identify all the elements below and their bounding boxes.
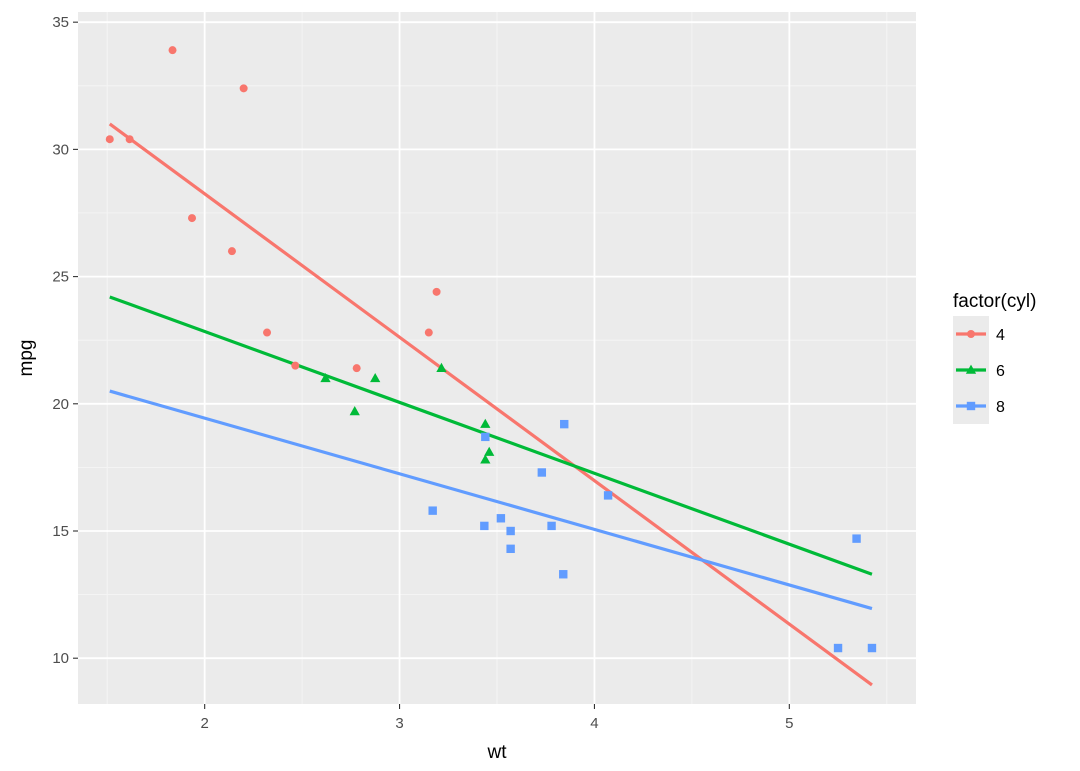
fit-line-cyl-6 [109, 295, 873, 576]
point-cyl-4 [188, 214, 197, 223]
legend-key-marker [967, 330, 975, 338]
legend-keys: 4 6 8 [953, 316, 1005, 424]
y-tick-label: 20 [52, 396, 69, 413]
y-axis-title: mpg [16, 340, 37, 377]
point-cyl-4 [432, 287, 441, 296]
y-tick-label: 10 [52, 650, 69, 667]
point-cyl-8 [481, 432, 490, 442]
legend-label: 4 [996, 327, 1005, 344]
legend-key-marker [966, 401, 976, 411]
y-tick-label: 15 [52, 523, 69, 540]
legend-label: 8 [996, 399, 1005, 416]
point-cyl-4 [352, 364, 361, 373]
y-tick-label: 25 [52, 269, 69, 286]
point-cyl-8 [506, 544, 515, 554]
point-cyl-8 [480, 521, 489, 531]
point-cyl-4 [227, 247, 236, 256]
point-cyl-4 [125, 135, 134, 144]
point-cyl-8 [867, 643, 877, 653]
point-cyl-4 [263, 328, 272, 337]
legend-label: 6 [996, 363, 1005, 380]
minor-gridlines [78, 12, 916, 704]
point-cyl-4 [168, 46, 177, 55]
point-cyl-8 [547, 521, 556, 531]
y-axis-ticks: 10 15 20 25 30 35 [52, 14, 78, 667]
x-axis-ticks: 2 3 4 5 [201, 704, 793, 732]
point-cyl-4 [424, 328, 433, 337]
point-cyl-6 [349, 406, 360, 416]
point-cyl-6 [480, 418, 491, 428]
point-cyl-6 [484, 446, 495, 456]
fit-line-cyl-8 [109, 389, 873, 611]
point-cyl-8 [559, 570, 568, 579]
point-cyl-6 [320, 372, 331, 383]
fit-line-cyl-4 [108, 122, 873, 687]
point-cyl-8 [537, 468, 547, 477]
point-cyl-6 [436, 362, 447, 372]
y-tick-label: 30 [52, 141, 69, 158]
regression-lines [108, 122, 873, 687]
point-cyl-6 [370, 372, 381, 383]
point-cyl-8 [428, 506, 437, 515]
data-points [105, 46, 877, 653]
point-cyl-6 [480, 454, 491, 464]
point-cyl-4 [239, 84, 248, 93]
legend: factor(cyl) 4 6 8 [953, 291, 1036, 424]
x-axis-title: wt [487, 742, 508, 763]
x-tick-label: 2 [201, 715, 209, 732]
point-cyl-8 [852, 534, 861, 543]
x-tick-label: 3 [395, 715, 403, 732]
point-cyl-8 [603, 491, 613, 500]
x-tick-label: 4 [590, 715, 598, 732]
x-tick-label: 5 [785, 715, 793, 732]
legend-key-marker [965, 364, 977, 374]
major-gridlines [78, 12, 916, 704]
point-cyl-4 [291, 361, 300, 370]
legend-title: factor(cyl) [953, 291, 1036, 312]
point-cyl-4 [105, 135, 114, 144]
point-cyl-8 [506, 526, 515, 536]
y-tick-label: 35 [52, 14, 69, 31]
point-cyl-8 [833, 643, 843, 653]
point-cyl-8 [560, 419, 569, 429]
point-cyl-8 [496, 514, 506, 523]
